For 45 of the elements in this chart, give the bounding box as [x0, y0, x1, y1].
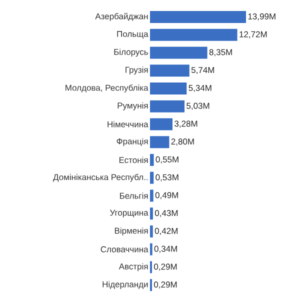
bar: [150, 190, 154, 202]
bar: [150, 225, 153, 238]
y-tick-label: Нідерланди: [102, 281, 148, 290]
y-tick-label: Польща: [117, 31, 148, 39]
data-label: 0,55M: [156, 156, 178, 164]
bar: [150, 172, 154, 184]
y-tick-label: Франція: [116, 138, 148, 146]
bar: [150, 154, 154, 166]
y-tick-label: Бельгія: [120, 192, 148, 199]
y-tick-label: Білорусь: [114, 48, 148, 57]
y-tick-label: Вірменія: [114, 227, 148, 236]
y-tick-label: Австрія: [118, 263, 148, 272]
data-label: 0,29M: [154, 282, 177, 289]
data-label: 0,42M: [154, 228, 178, 235]
bar: [150, 64, 190, 77]
data-label: 0,53M: [156, 174, 178, 182]
y-tick-label: Естонія: [119, 156, 148, 164]
bar: [150, 46, 208, 59]
data-label: 5,03M: [186, 102, 210, 110]
bar: [150, 118, 173, 130]
y-tick-label: Німеччина: [108, 121, 148, 128]
data-label: 2,80M: [171, 138, 194, 146]
y-tick-label: Азербайджан: [95, 12, 148, 21]
bar: [150, 28, 238, 41]
y-tick-label: Домініканська Республ..: [53, 174, 148, 182]
bar: [150, 82, 187, 94]
data-label: 0,43M: [154, 210, 178, 218]
y-tick-label: Угорщина: [110, 210, 148, 218]
y-tick-label: Грузія: [126, 66, 148, 75]
data-label: 13,99M: [248, 13, 276, 20]
data-label: 8,35M: [209, 49, 232, 56]
bar: [150, 136, 170, 148]
data-label: 3,28M: [174, 120, 198, 128]
y-tick-label: Румунія: [118, 102, 148, 110]
bar: [150, 100, 185, 112]
data-label: 5,34M: [188, 84, 212, 92]
y-tick-label: Словаччина: [100, 246, 148, 252]
data-label: 0,34M: [154, 246, 177, 253]
bar: [150, 208, 153, 220]
data-label: 0,29M: [154, 264, 177, 271]
data-label: 5,74M: [191, 67, 214, 74]
bar: [150, 10, 246, 23]
data-label: 12,72M: [240, 31, 267, 38]
data-label: 0,49M: [155, 192, 178, 200]
y-tick-label: Молдова, Республіка: [66, 84, 148, 92]
